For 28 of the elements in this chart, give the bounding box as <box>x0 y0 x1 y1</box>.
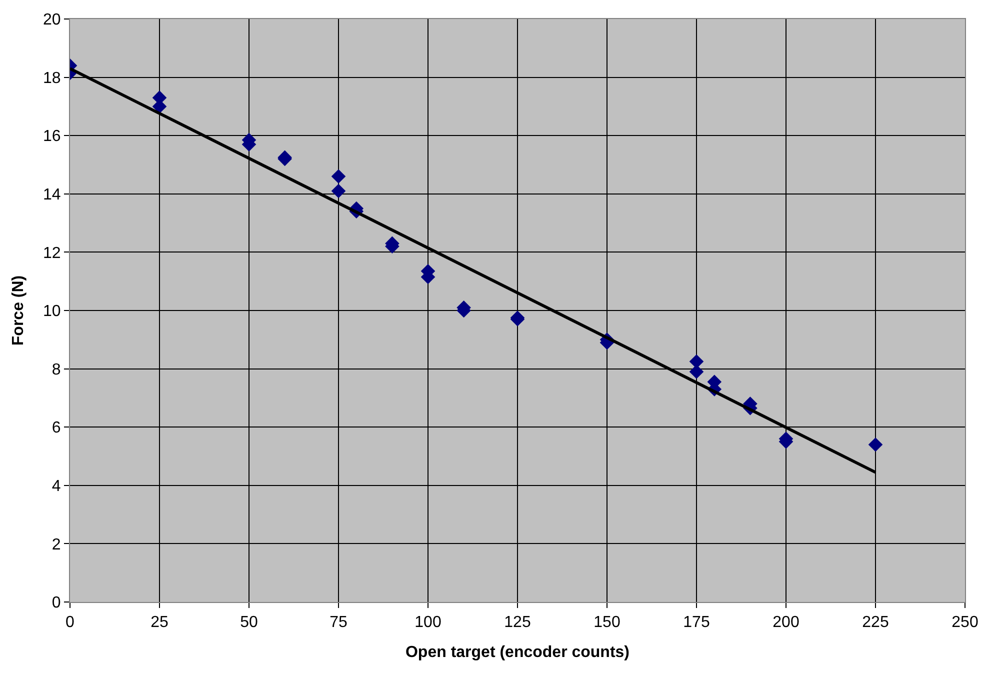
y-tick-label: 20 <box>43 12 61 29</box>
y-tick-label: 18 <box>43 70 61 87</box>
point <box>868 437 883 452</box>
point <box>331 169 346 184</box>
x-tick-label: 125 <box>504 614 531 632</box>
x-tick-label: 50 <box>240 614 258 632</box>
y-tick-label: 10 <box>43 303 61 320</box>
y-tick-label: 16 <box>43 128 61 146</box>
x-tick-label: 0 <box>66 614 75 632</box>
x-tick-label: 175 <box>683 614 710 632</box>
y-axis-title: Force (N) <box>10 275 27 346</box>
y-tick-label: 12 <box>43 244 61 262</box>
x-tick-label: 225 <box>862 614 889 632</box>
x-tick-label: 75 <box>330 614 348 632</box>
x-tick-label: 150 <box>594 614 620 632</box>
y-tick-label: 8 <box>52 361 61 378</box>
point <box>331 184 346 198</box>
x-tick-label: 100 <box>414 614 442 632</box>
y-tick-label: 2 <box>52 536 61 554</box>
y-tick-label: 0 <box>52 594 61 612</box>
y-tick-label: 6 <box>52 420 61 437</box>
y-tick-label: 4 <box>52 478 61 495</box>
x-tick-label: 200 <box>772 614 800 632</box>
y-tick-label: 14 <box>43 186 61 204</box>
point <box>689 364 704 379</box>
x-tick-label: 25 <box>150 614 168 632</box>
x-axis-title: Open target (encoder counts) <box>405 644 630 661</box>
x-tick-label: 250 <box>952 614 978 632</box>
